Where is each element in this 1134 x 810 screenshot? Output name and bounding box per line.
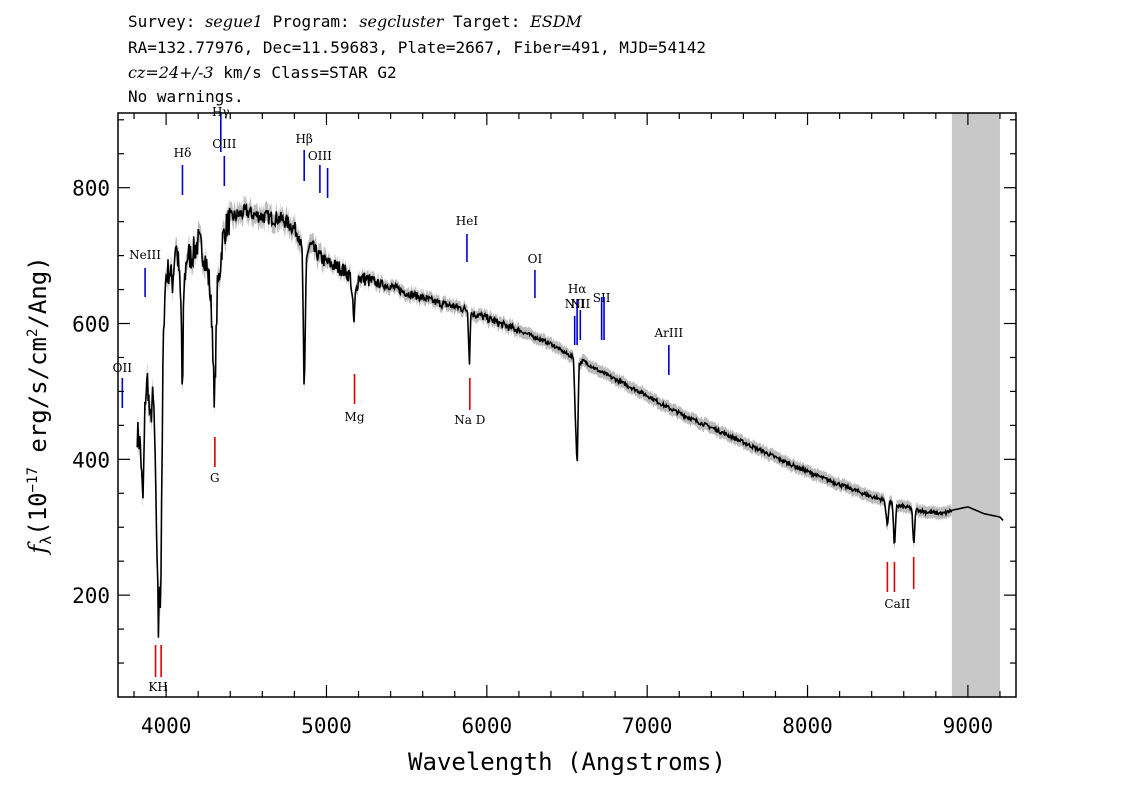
y-label-mid: erg/s/cm: [24, 337, 52, 467]
emission-line-label: OI: [528, 252, 543, 266]
survey-label: Survey:: [128, 12, 196, 31]
program-value: segcluster: [359, 12, 444, 31]
emission-line-label: NII: [565, 297, 585, 311]
x-axis-label: Wavelength (Angstroms): [408, 748, 726, 776]
emission-line-label: Hδ: [174, 146, 192, 160]
emission-line-label: HeI: [456, 214, 479, 228]
plot-frame: [117, 112, 1017, 698]
survey-value: segue1: [205, 12, 263, 31]
emission-line-label: OII: [113, 361, 133, 375]
error-band: [137, 195, 1004, 648]
spectrum-line: [136, 202, 1004, 638]
y-tick-label: 400: [72, 448, 110, 472]
header-line-3: cz=24+/-3 km/s Class=STAR G2: [128, 63, 397, 82]
header-line-2: RA=132.77976, Dec=11.59683, Plate=2667, …: [128, 38, 706, 57]
class-info: km/s Class=STAR G2: [223, 63, 397, 82]
program-label: Program:: [272, 12, 350, 31]
y-label-exp2: 2: [25, 329, 41, 337]
y-label-post: /Ang): [24, 256, 52, 328]
target-label: Target:: [453, 12, 521, 31]
header-line-4: No warnings.: [128, 87, 244, 106]
emission-line-label: NII: [570, 297, 590, 311]
x-tick-label: 8000: [782, 714, 833, 738]
y-label-pre: (10: [24, 492, 52, 535]
axis-ticks: 4000 5000 6000 7000 8000 9000 200 400 600 800: [72, 113, 1016, 738]
absorption-line-label: Na D: [454, 413, 485, 427]
emission-line-label: Hα: [568, 282, 587, 296]
emission-line-label: ArIII: [654, 326, 684, 340]
x-tick-label: 5000: [301, 714, 352, 738]
absorption-line-label: G: [210, 471, 220, 485]
header-line-1: Survey: segue1 Program: segcluster Targe…: [128, 12, 582, 31]
emission-line-label: Hγ: [212, 105, 230, 119]
y-axis-label: fλ(10−17 erg/s/cm2/Ang): [24, 256, 55, 555]
redshift-value: cz=24+/-3: [128, 63, 214, 82]
emission-line-label: OIII: [308, 149, 332, 163]
x-tick-label: 6000: [462, 714, 513, 738]
y-label-sub: λ: [37, 536, 55, 545]
absorption-line-label: Mg: [345, 410, 365, 424]
emission-line-label: NeIII: [129, 248, 161, 262]
x-tick-label: 4000: [141, 714, 192, 738]
y-tick-label: 200: [72, 584, 110, 608]
masked-region: [951, 113, 1000, 697]
flux-error-band: [137, 195, 1004, 648]
x-tick-label: 9000: [943, 714, 994, 738]
emission-line-label: Hβ: [295, 132, 312, 146]
emission-line-label: SII: [593, 291, 611, 305]
flux-spectrum: [136, 202, 1004, 638]
absorption-line-label: KH: [148, 680, 167, 694]
y-tick-label: 600: [72, 313, 110, 337]
y-label-exp: −17: [25, 467, 41, 492]
x-tick-label: 7000: [622, 714, 673, 738]
absorption-line-label: CaII: [884, 597, 910, 611]
y-tick-label: 800: [72, 177, 110, 201]
emission-line-label: OIII: [212, 137, 236, 151]
target-value: ESDM: [530, 12, 582, 31]
masked-wavelength-region: [951, 113, 1000, 697]
